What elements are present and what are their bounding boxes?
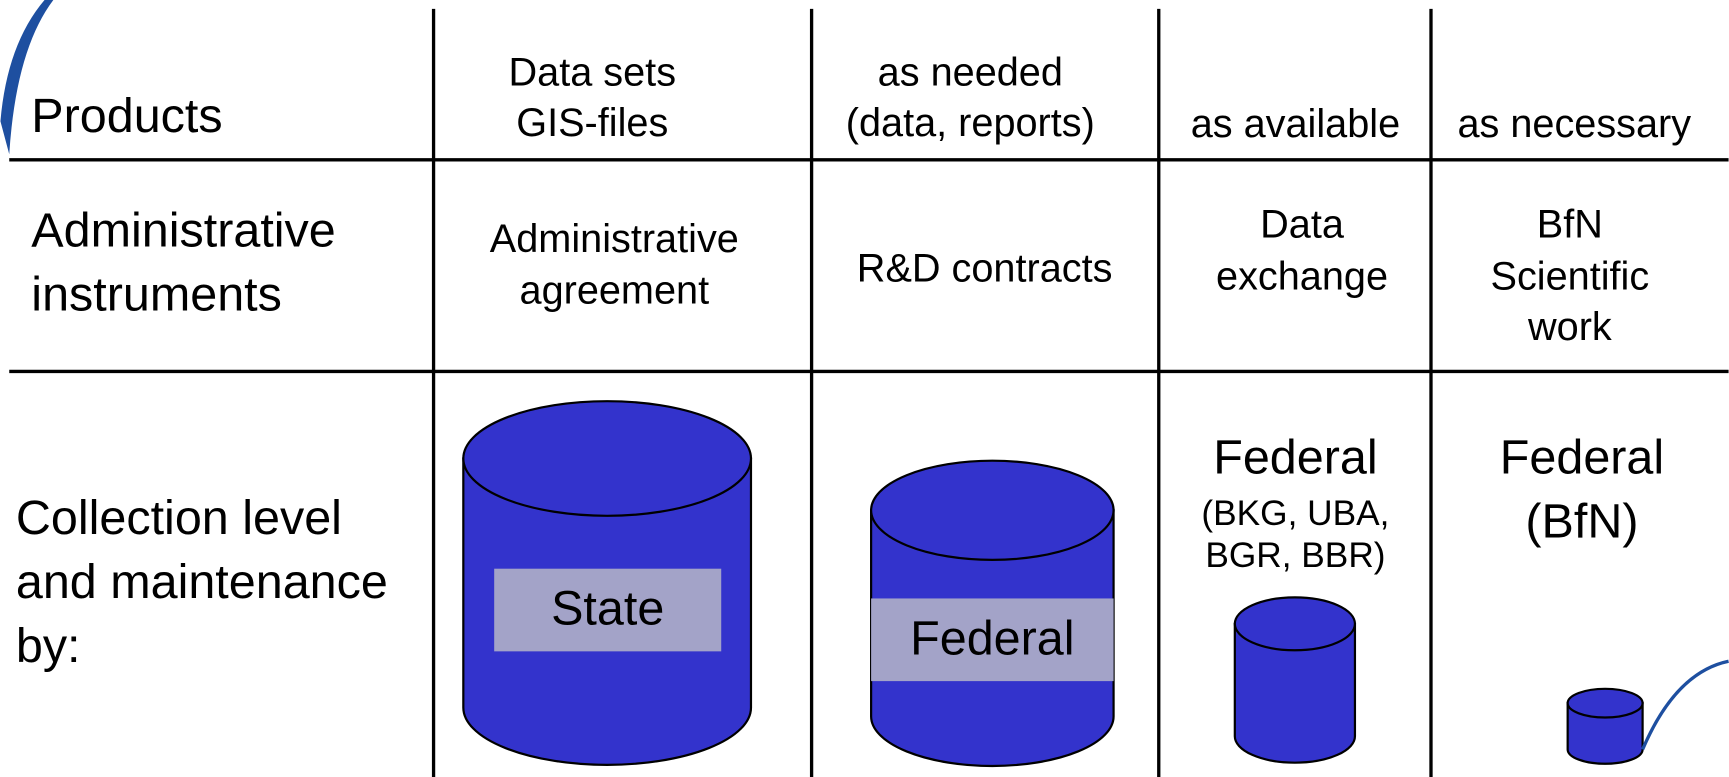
cell-text: Federal — [910, 611, 1074, 665]
row-label: Products — [31, 89, 222, 143]
cell-text: Administrative — [490, 217, 739, 261]
cell-text: BGR, BBR) — [1205, 536, 1385, 575]
cell-text: (BKG, UBA, — [1201, 494, 1389, 533]
cell-text: work — [1527, 305, 1612, 349]
row-label: by: — [16, 619, 81, 673]
cell-text: GIS-files — [516, 101, 668, 145]
cell-text: agreement — [520, 269, 710, 313]
cell-text: as necessary — [1457, 102, 1691, 146]
decoration — [0, 0, 54, 155]
cell-text: (BfN) — [1525, 494, 1638, 548]
cell-text: Data sets — [509, 50, 677, 94]
cylinder — [1566, 687, 1644, 765]
row-label: instruments — [31, 267, 282, 321]
cell-text: as needed — [878, 50, 1063, 94]
cell-text: (data, reports) — [846, 101, 1095, 145]
cylinder — [1233, 596, 1357, 764]
row-label: Administrative — [31, 203, 335, 257]
cell-text: Scientific — [1491, 254, 1650, 298]
cylinder — [462, 400, 753, 766]
cell-text: exchange — [1216, 254, 1388, 298]
cell-text: R&D contracts — [857, 247, 1113, 291]
logo-arc — [1641, 659, 1729, 751]
table-grid — [9, 8, 1729, 777]
row-label: Collection level — [16, 491, 342, 545]
cylinder — [870, 459, 1115, 768]
cell-text: as available — [1191, 102, 1400, 146]
cell-text: State — [551, 581, 664, 635]
cell-text: Federal — [1213, 431, 1377, 485]
cell-text: Data — [1260, 203, 1345, 247]
row-label: and maintenance — [16, 555, 388, 609]
cell-text: Federal — [1500, 431, 1664, 485]
cell-text: BfN — [1537, 203, 1603, 247]
